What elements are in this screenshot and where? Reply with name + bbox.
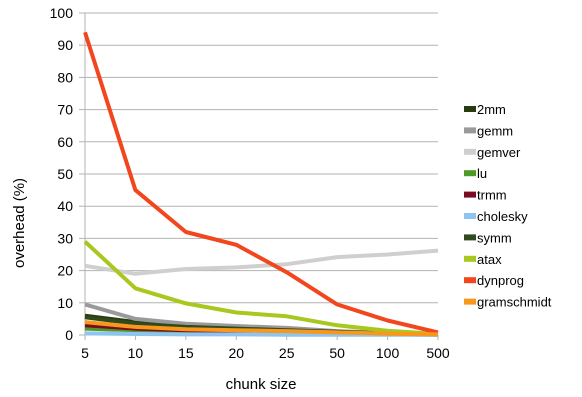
y-axis-label: overhead (%) — [11, 178, 28, 268]
y-tick-label: 90 — [57, 37, 73, 53]
y-tick-label: 80 — [57, 69, 73, 85]
legend-swatch-dynprog — [464, 277, 476, 284]
series-line-gemver — [84, 248, 439, 276]
legend-swatch-lu — [464, 170, 476, 177]
legend-swatch-atax — [464, 255, 476, 262]
legend-swatch-cholesky — [464, 213, 476, 219]
legend-swatch-trmm — [464, 191, 476, 198]
x-tick-label: 25 — [279, 345, 295, 361]
x-axis-label: chunk size — [226, 376, 297, 393]
legend-swatch-gramschmidt — [464, 298, 476, 305]
series-line-atax — [83, 240, 439, 336]
x-tick-label: 5 — [81, 345, 89, 361]
series-line-dynprog — [83, 31, 439, 335]
y-tick-label: 30 — [57, 230, 73, 246]
x-tick-label: 15 — [178, 345, 194, 361]
legend-label-2mm: 2mm — [477, 102, 506, 117]
legend-label-trmm: trmm — [477, 188, 507, 203]
legend-label-atax: atax — [477, 252, 502, 267]
legend-swatch-symm — [464, 234, 476, 241]
legend-label-gemver: gemver — [477, 145, 521, 160]
x-tick-label: 500 — [426, 345, 450, 361]
legend-label-cholesky: cholesky — [477, 209, 528, 224]
legend-swatch-gemver — [464, 148, 476, 155]
legend-label-lu: lu — [477, 166, 487, 181]
y-tick-label: 70 — [57, 102, 73, 118]
series-lines — [83, 31, 439, 337]
x-tick-label: 50 — [329, 345, 345, 361]
legend-label-gemm: gemm — [477, 123, 513, 138]
y-tick-label: 20 — [57, 263, 73, 279]
x-tick-label: 20 — [228, 345, 244, 361]
legend-swatch-2mm — [464, 106, 476, 112]
y-tick-label: 0 — [65, 327, 73, 343]
legend-label-symm: symm — [477, 230, 512, 245]
y-tick-label: 60 — [57, 134, 73, 150]
legend-label-dynprog: dynprog — [477, 273, 524, 288]
legend-swatch-gemm — [464, 127, 476, 134]
x-tick-label: 100 — [376, 345, 400, 361]
gridlines — [85, 12, 438, 304]
x-tick-labels: 5 10 15 20 25 50 100 500 — [81, 345, 450, 361]
series-line-gramschmidt — [84, 320, 439, 337]
legend: 2mm gemm gemver lu trmm cholesky symm atax dynpr… — [464, 102, 552, 310]
y-tick-label: 10 — [57, 295, 73, 311]
y-tick-label: 40 — [57, 198, 73, 214]
y-tick-labels: 0 10 20 30 40 50 60 70 80 90 100 — [50, 5, 74, 343]
y-tick-label: 50 — [57, 166, 73, 182]
y-tick-label: 100 — [50, 5, 74, 21]
x-tick-label: 10 — [128, 345, 144, 361]
legend-label-gramschmidt: gramschmidt — [477, 295, 552, 310]
